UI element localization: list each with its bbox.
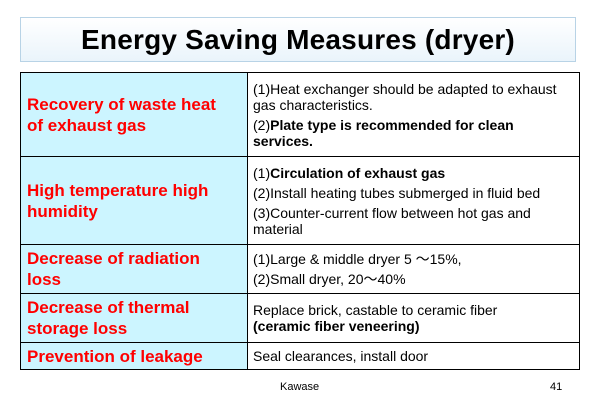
measure-label: of exhaust gas: [27, 115, 147, 135]
item-text-bold: Plate type is recommended for clean serv…: [253, 116, 514, 149]
item-text: Large & middle dryer 5 ～15%,: [270, 251, 462, 267]
measure-label-cell: Recovery of waste heat of exhaust gas: [20, 72, 248, 157]
detail-item: (1)Heat exchanger should be adapted to e…: [253, 81, 574, 113]
table-row: Prevention of leakage Seal clearances, i…: [20, 342, 580, 370]
detail-text: Replace brick, castable to ceramic fiber: [253, 302, 498, 318]
item-text: Install heating tubes submerged in fluid…: [270, 184, 541, 201]
item-number: (3): [253, 204, 271, 221]
slide-title: Energy Saving Measures (dryer): [81, 23, 515, 55]
detail-item: (2)Plate type is recommended for clean s…: [253, 117, 574, 149]
measure-detail-cell: (1)Circulation of exhaust gas (2)Install…: [247, 156, 580, 245]
detail-item: (1)Large & middle dryer 5 ～15%,: [253, 251, 574, 267]
measure-detail-cell: Replace brick, castable to ceramic fiber…: [247, 293, 580, 343]
footer-author: Kawase: [280, 381, 320, 393]
item-number: (1): [253, 251, 271, 267]
item-number: (2): [253, 271, 271, 287]
detail-item: (3)Counter-current flow between hot gas …: [253, 205, 574, 237]
measure-label: Prevention of leakage: [27, 346, 203, 366]
measure-detail-cell: Seal clearances, install door: [247, 342, 580, 370]
measure-detail-cell: (1)Heat exchanger should be adapted to e…: [247, 72, 580, 157]
page-number: 41: [550, 381, 563, 393]
detail-item: (2)Small dryer, 20～40%: [253, 271, 574, 287]
item-text: Heat exchanger should be adapted to exha…: [253, 80, 557, 113]
measure-label-cell: High temperature high humidity: [20, 156, 248, 245]
detail-item: (1)Circulation of exhaust gas: [253, 165, 574, 181]
measure-label: storage loss: [27, 319, 128, 338]
table-row: High temperature high humidity (1)Circul…: [20, 156, 580, 245]
item-text: Small dryer, 20～40%: [270, 271, 406, 287]
measure-label: Decrease of thermal: [27, 298, 190, 317]
item-text-bold: Circulation of exhaust gas: [270, 164, 446, 181]
detail-text-bold: (ceramic fiber veneering): [253, 318, 420, 334]
title-box: Energy Saving Measures (dryer): [20, 17, 576, 62]
item-text: Counter-current flow between hot gas and…: [253, 204, 531, 237]
measure-detail-cell: (1)Large & middle dryer 5 ～15%, (2)Small…: [247, 244, 580, 294]
item-number: (2): [253, 184, 271, 201]
table-row: Recovery of waste heat of exhaust gas (1…: [20, 72, 580, 157]
table-row: Decrease of radiation loss (1)Large & mi…: [20, 244, 580, 294]
measure-label: Decrease of radiation: [27, 249, 200, 268]
measure-label: Recovery of waste heat: [27, 94, 216, 114]
measure-label-cell: Prevention of leakage: [20, 342, 248, 370]
measure-label-cell: Decrease of thermal storage loss: [20, 293, 248, 343]
measures-table: Recovery of waste heat of exhaust gas (1…: [20, 72, 580, 370]
detail-text: Seal clearances, install door: [253, 348, 429, 364]
measure-label: High temperature high: [27, 180, 209, 200]
detail-item: (2)Install heating tubes submerged in fl…: [253, 185, 574, 201]
measure-label: humidity: [27, 201, 98, 221]
measure-label: loss: [27, 270, 62, 289]
item-number: (1): [253, 164, 271, 181]
item-number: (2): [253, 116, 271, 133]
table-row: Decrease of thermal storage loss Replace…: [20, 293, 580, 343]
measure-label-cell: Decrease of radiation loss: [20, 244, 248, 294]
item-number: (1): [253, 80, 271, 97]
